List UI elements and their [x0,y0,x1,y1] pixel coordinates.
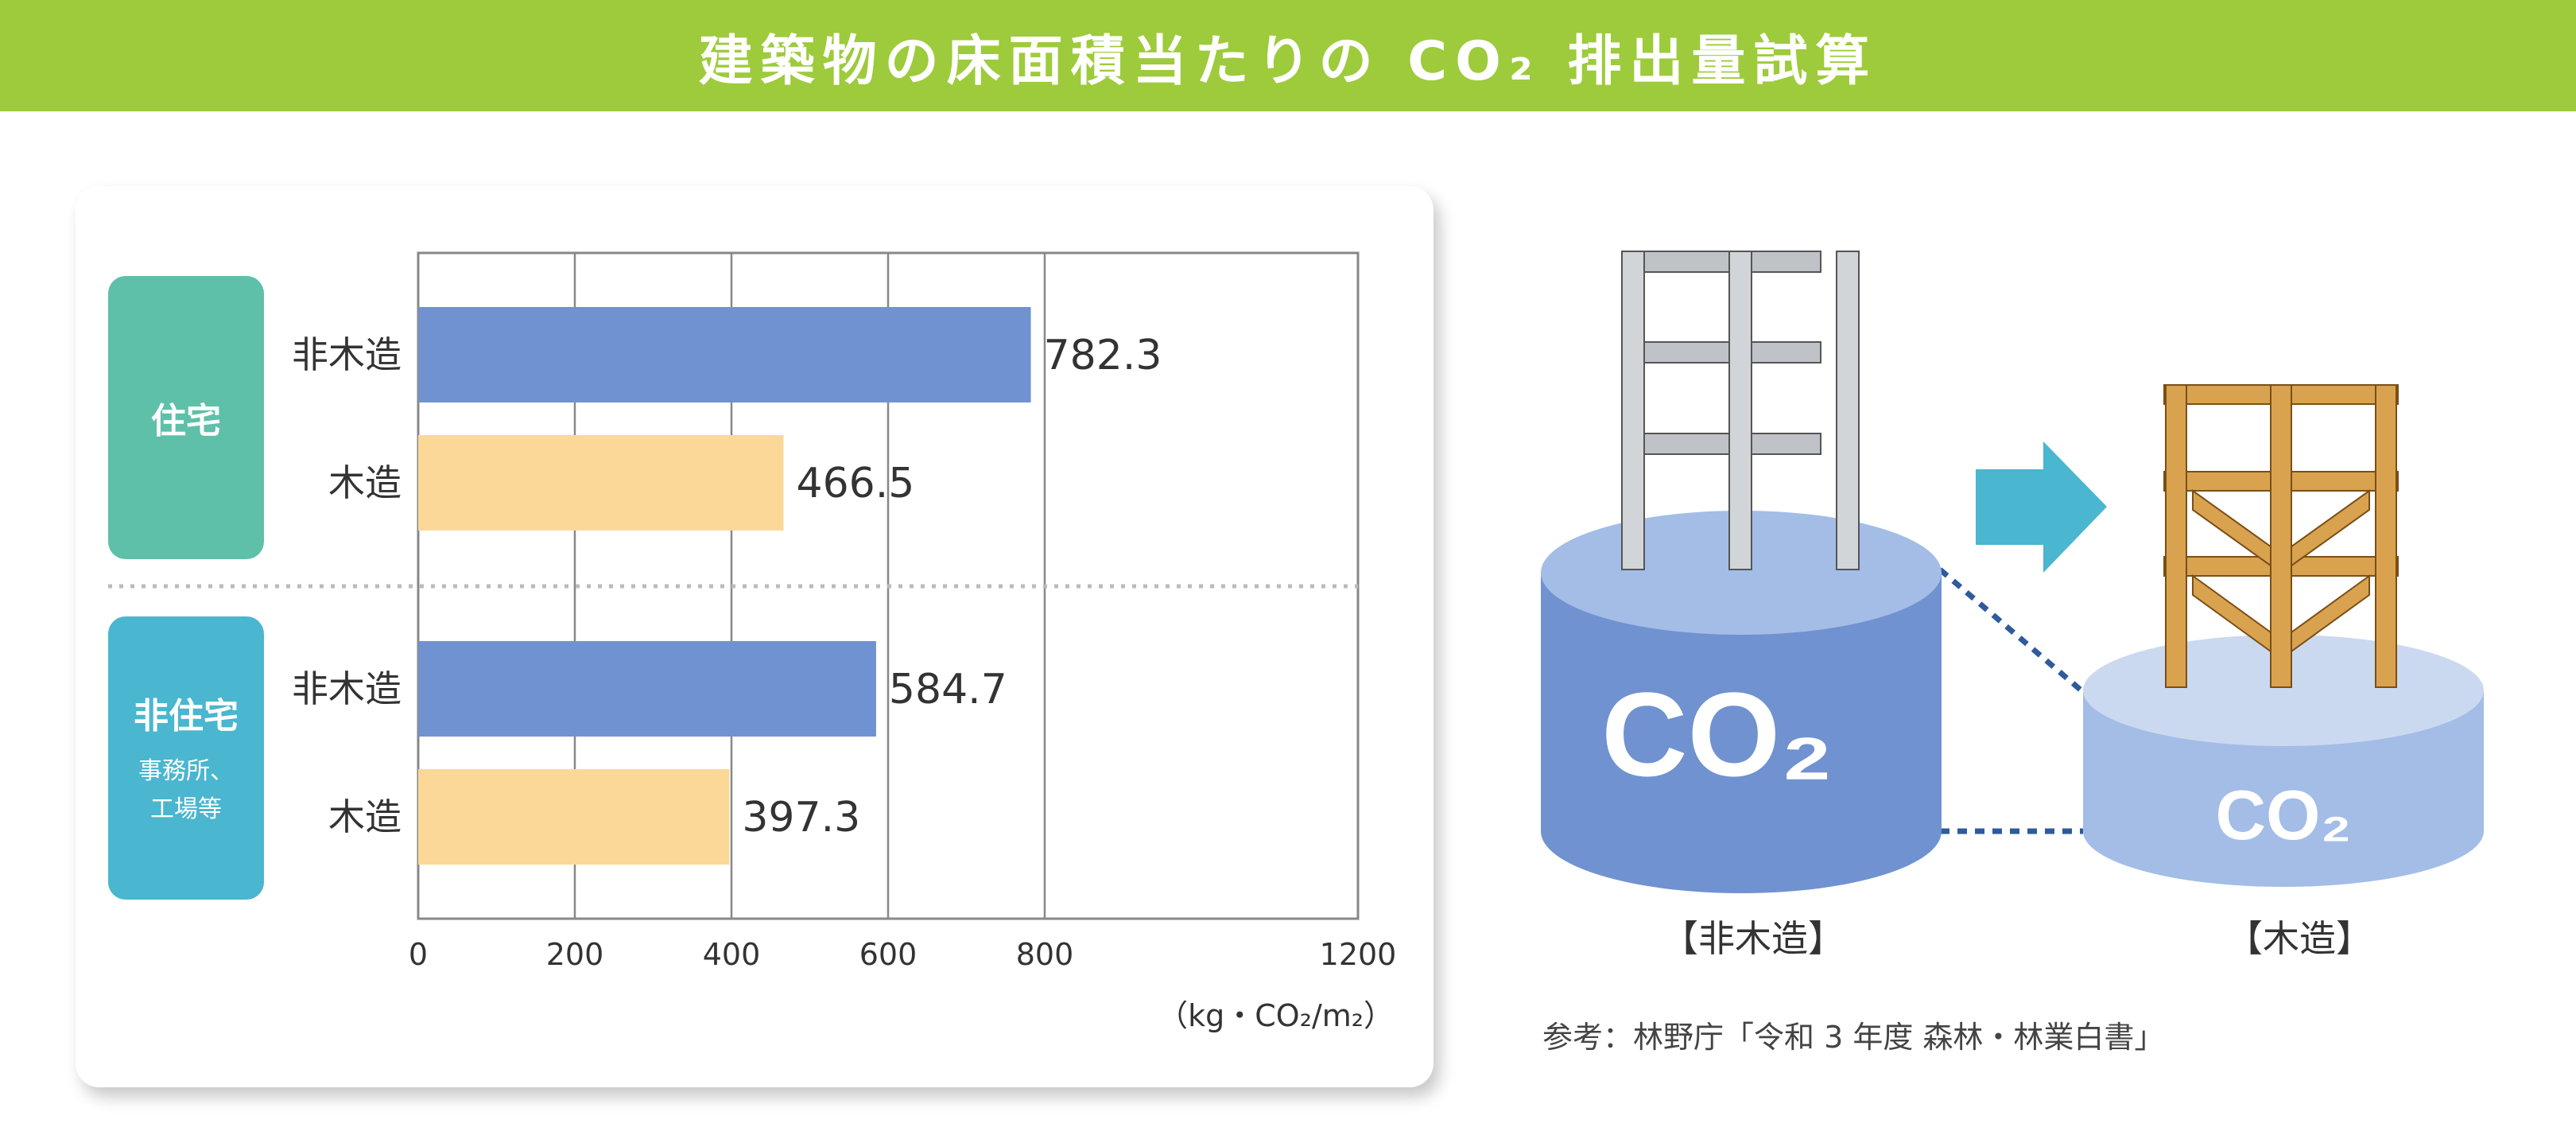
x-axis-label: （kg・CO₂/m₂） [1158,998,1394,1033]
group-label-nonresidential: 非住宅 事務所、 工場等 [108,616,264,900]
label-wooden: 【木造】 [2226,917,2372,960]
x-tick-label: 600 [859,937,918,972]
x-tick-label: 400 [703,937,761,972]
group-label-residential: 住宅 [108,276,264,559]
bar-value-label: 782.3 [1044,332,1162,379]
cylinder-right-text: CO₂ [2215,776,2351,854]
reference-note: 参考：林野庁「令和 3 年度 森林・林業白書」 [1542,1020,2165,1055]
arrow-right-icon [1976,441,2107,573]
bar [418,641,876,737]
bar [418,769,730,865]
x-tick-label: 0 [409,937,428,972]
cylinder-left-text: CO₂ [1601,667,1833,801]
bar-value-label: 466.5 [797,460,915,507]
bar-value-label: 397.3 [742,794,860,842]
x-tick-label: 1200 [1320,937,1397,972]
steel-frame-icon [1621,251,1860,570]
wooden-frame-icon [2163,384,2399,688]
category-label: 木造 [328,795,402,838]
page-title: 建築物の床面積当たりの CO₂ 排出量試算 [698,29,1878,93]
group-sub-nonresidential: 事務所、 工場等 [138,757,234,823]
x-tick-label: 200 [546,937,604,972]
category-label: 非木造 [292,333,402,376]
x-tick-label: 800 [1016,937,1074,972]
category-label: 木造 [328,461,402,504]
bar [418,435,784,531]
group-name-residential: 住宅 [151,401,221,441]
title-banner: 建築物の床面積当たりの CO₂ 排出量試算 [0,0,2576,111]
bar-value-label: 584.7 [889,666,1007,713]
group-name-nonresidential: 非住宅 [134,696,239,737]
connector-top [1938,567,2085,694]
label-nonwooden: 【非木造】 [1662,917,1845,960]
bar [418,307,1031,402]
category-label: 非木造 [292,667,402,710]
